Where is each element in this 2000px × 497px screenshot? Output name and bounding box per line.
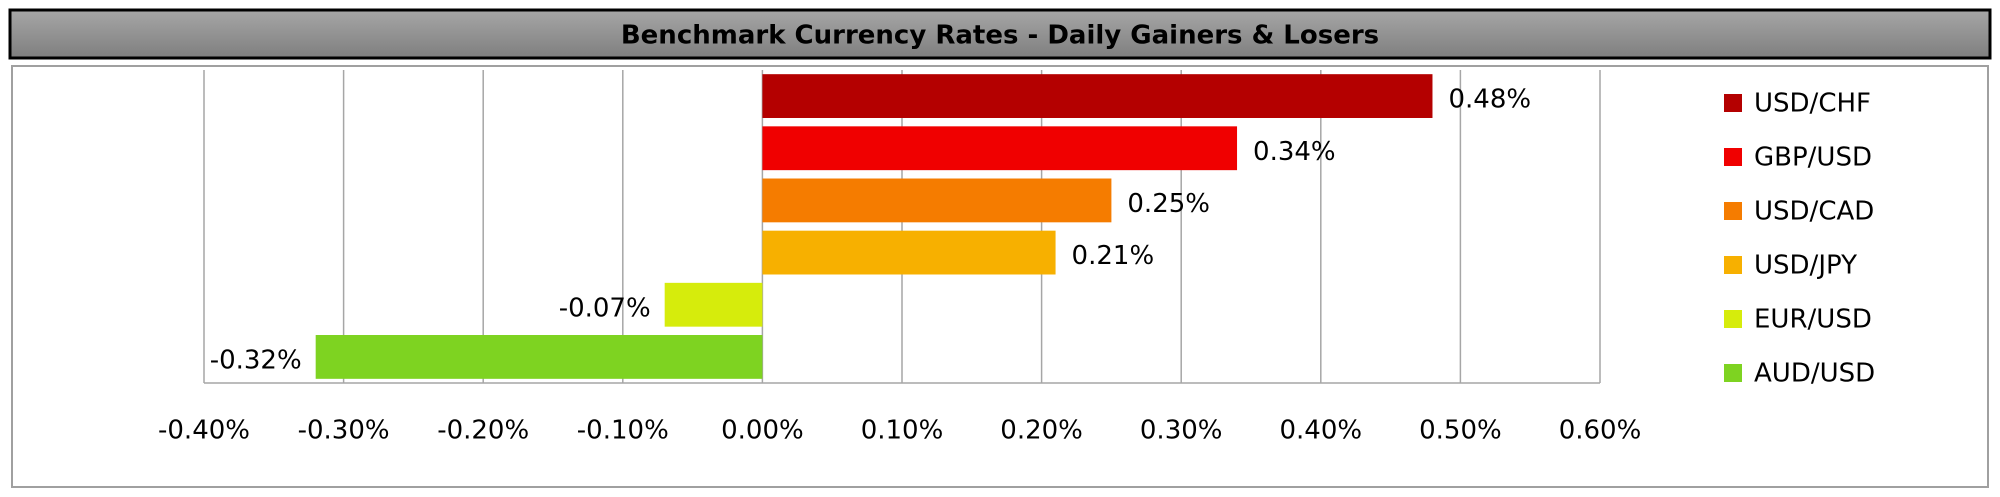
data-label: 0.21% [1072, 241, 1155, 271]
bar [762, 74, 1433, 118]
x-tick-label: 0.60% [1559, 416, 1642, 446]
x-tick-label: 0.20% [1000, 416, 1083, 446]
legend-label: USD/JPY [1754, 251, 1857, 281]
bar [762, 230, 1056, 275]
legend-swatch [1724, 256, 1742, 274]
bar [762, 126, 1238, 171]
bar [664, 282, 763, 327]
x-tick-label: 0.40% [1279, 416, 1362, 446]
x-tick-label: -0.40% [158, 416, 250, 446]
data-label: 0.25% [1127, 189, 1210, 219]
data-label: 0.48% [1448, 85, 1531, 115]
chart-title: Benchmark Currency Rates - Daily Gainers… [621, 21, 1379, 51]
x-tick-label: 0.50% [1419, 416, 1502, 446]
x-tick-label: 0.00% [721, 416, 804, 446]
legend-label: USD/CAD [1754, 197, 1874, 227]
legend-swatch [1724, 310, 1742, 328]
legend-label: USD/CHF [1754, 89, 1871, 119]
title-bar [8, 8, 1992, 60]
data-label: -0.32% [210, 345, 302, 375]
legend-swatch [1724, 148, 1742, 166]
legend-label: AUD/USD [1754, 359, 1875, 389]
legend-label: GBP/USD [1754, 143, 1872, 173]
legend-swatch [1724, 364, 1742, 382]
legend-label: EUR/USD [1754, 305, 1872, 335]
x-tick-label: -0.20% [437, 416, 529, 446]
bar [762, 178, 1112, 223]
data-label: 0.34% [1253, 137, 1336, 167]
legend-swatch [1724, 202, 1742, 220]
x-tick-label: -0.10% [577, 416, 669, 446]
x-tick-label: -0.30% [298, 416, 390, 446]
x-tick-label: 0.10% [861, 416, 944, 446]
bar [315, 335, 763, 379]
data-label: -0.07% [559, 293, 651, 323]
legend-swatch [1724, 94, 1742, 112]
x-tick-label: 0.30% [1140, 416, 1223, 446]
